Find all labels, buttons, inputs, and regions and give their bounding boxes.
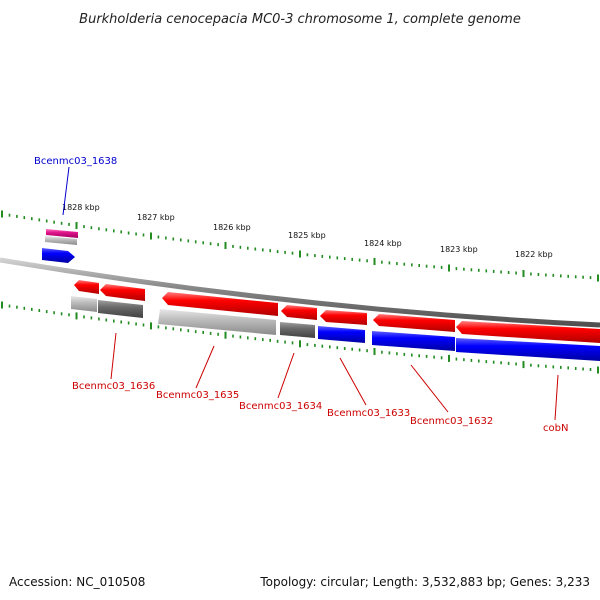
- forward-strand-genes: [74, 280, 600, 343]
- gene-label-bcenmc03-1634[interactable]: Bcenmc03_1634: [239, 401, 322, 412]
- label-leaders: [62, 166, 559, 421]
- gene-bcenmc03-1633[interactable]: [320, 310, 367, 325]
- grey-feature: [98, 300, 143, 318]
- gene-label-bcenmc03-1635[interactable]: Bcenmc03_1635: [156, 390, 239, 401]
- leader-line: [195, 345, 215, 389]
- topology-summary-text: Topology: circular; Length: 3,532,883 bp…: [260, 575, 590, 589]
- inner-tick-ruler: [1, 301, 599, 374]
- tick-label: 1822 kbp: [515, 250, 553, 259]
- leader-line: [110, 332, 117, 380]
- gene-bcenmc03-1636[interactable]: [74, 280, 99, 294]
- leader-line: [410, 364, 449, 413]
- tick-label: 1824 kbp: [364, 239, 402, 248]
- tick-labels: 1828 kbp 1827 kbp 1826 kbp 1825 kbp 1824…: [62, 203, 553, 259]
- leader-line: [554, 374, 559, 421]
- tick-label: 1825 kbp: [288, 231, 326, 240]
- feature-shadow: [45, 236, 77, 245]
- gene-bcenmc03-1636b[interactable]: [100, 284, 145, 301]
- leader-line: [62, 166, 70, 216]
- gene-label-bcenmc03-1633[interactable]: Bcenmc03_1633: [327, 408, 410, 419]
- grey-feature: [280, 322, 315, 338]
- gene-label-bcenmc03-1638[interactable]: Bcenmc03_1638: [34, 156, 117, 167]
- tick-label: 1828 kbp: [62, 203, 100, 212]
- chromosome-backbone: [0, 257, 600, 328]
- tick-label: 1826 kbp: [213, 223, 251, 232]
- grey-feature: [71, 296, 97, 312]
- blue-feature[interactable]: [456, 338, 600, 361]
- tick-label: 1827 kbp: [137, 213, 175, 222]
- gene-bcenmc03-1634[interactable]: [281, 305, 317, 320]
- accession-text: Accession: NC_010508: [9, 575, 146, 589]
- leader-line: [277, 352, 295, 399]
- blue-feature[interactable]: [318, 326, 365, 343]
- gene-cobn[interactable]: [456, 321, 600, 343]
- gene-bcenmc03-1638[interactable]: [42, 248, 75, 263]
- grey-feature: [158, 309, 276, 335]
- rna-feature: [46, 229, 78, 238]
- reverse-strand-genes: [318, 326, 600, 361]
- leader-line: [339, 357, 367, 406]
- gene-bcenmc03-1635[interactable]: [162, 292, 278, 316]
- blue-feature[interactable]: [372, 331, 455, 351]
- grey-feature-track: [71, 296, 315, 338]
- outer-tick-ruler: [1, 210, 599, 282]
- gene-bcenmc03-1632[interactable]: [373, 314, 455, 332]
- map-title: Burkholderia cenocepacia MC0-3 chromosom…: [79, 12, 521, 27]
- gene-labels: Bcenmc03_1638 Bcenmc03_1636 Bcenmc03_163…: [34, 156, 568, 434]
- gene-bcenmc03-1638-group: [42, 229, 78, 263]
- tick-label: 1823 kbp: [440, 245, 478, 254]
- gene-label-bcenmc03-1632[interactable]: Bcenmc03_1632: [410, 416, 493, 427]
- gene-label-bcenmc03-1636[interactable]: Bcenmc03_1636: [72, 381, 155, 392]
- gene-label-cobn[interactable]: cobN: [543, 423, 568, 434]
